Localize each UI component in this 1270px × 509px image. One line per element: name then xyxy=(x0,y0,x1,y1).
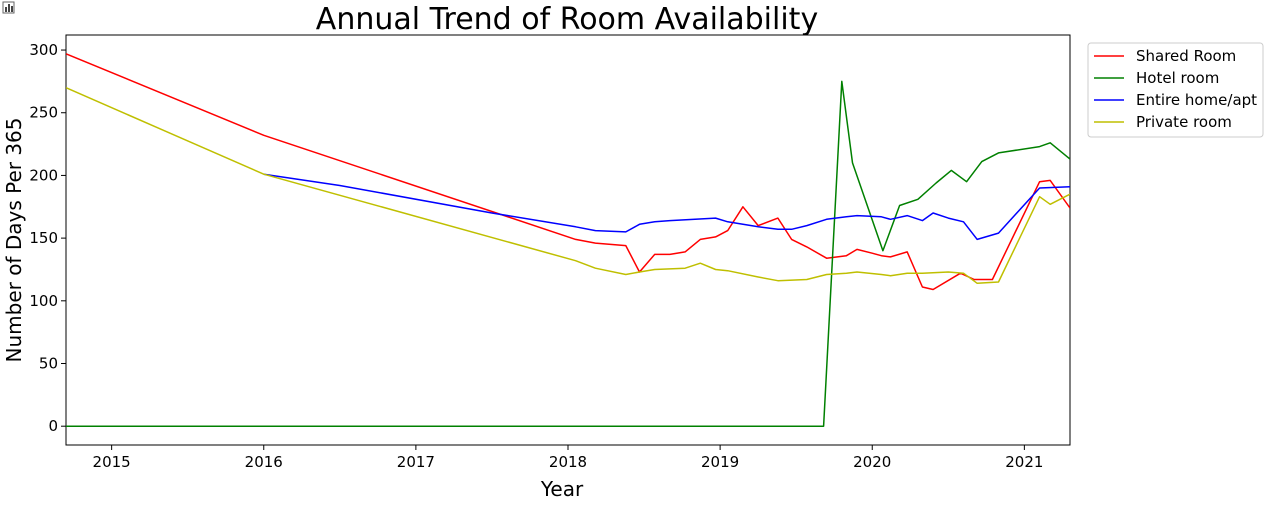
y-tick-label: 50 xyxy=(39,355,58,373)
legend-label: Private room xyxy=(1136,113,1232,131)
y-tick-label: 100 xyxy=(29,292,58,310)
x-tick-label: 2018 xyxy=(549,453,587,471)
series-line-shared-room xyxy=(66,53,1070,291)
x-tick-label: 2017 xyxy=(397,453,435,471)
x-tick-label: 2019 xyxy=(701,453,739,471)
y-tick-label: 300 xyxy=(29,41,58,59)
y-axis-title: Number of Days Per 365 xyxy=(2,117,26,362)
x-tick-label: 2016 xyxy=(245,453,283,471)
x-axis: 2015 2016 2017 2018 2019 2020 2021 xyxy=(93,445,1043,471)
plot-area xyxy=(65,34,1071,446)
chart-title: Annual Trend of Room Availability xyxy=(316,2,818,37)
y-tick-label: 150 xyxy=(29,229,58,247)
legend: Shared Room Hotel room Entire home/apt Priv… xyxy=(1087,42,1264,138)
legend-label: Entire home/apt xyxy=(1136,91,1257,109)
x-tick-label: 2020 xyxy=(853,453,891,471)
legend-label: Hotel room xyxy=(1136,69,1219,87)
series-line-hotel-room xyxy=(66,80,1070,427)
series-lines xyxy=(66,53,1070,427)
x-tick-label: 2021 xyxy=(1005,453,1043,471)
legend-label: Shared Room xyxy=(1136,47,1236,65)
bar-chart-icon[interactable] xyxy=(2,1,15,14)
x-tick-label: 2015 xyxy=(93,453,131,471)
x-axis-title: Year xyxy=(540,477,584,501)
series-line-entire-home-apt xyxy=(263,173,1070,241)
y-axis: 0 50 100 150 200 250 300 xyxy=(29,41,66,435)
y-tick-label: 0 xyxy=(48,417,58,435)
y-tick-label: 200 xyxy=(29,166,58,184)
y-tick-label: 250 xyxy=(29,104,58,122)
series-line-private-room xyxy=(66,87,1070,285)
legend-box xyxy=(1087,42,1264,138)
